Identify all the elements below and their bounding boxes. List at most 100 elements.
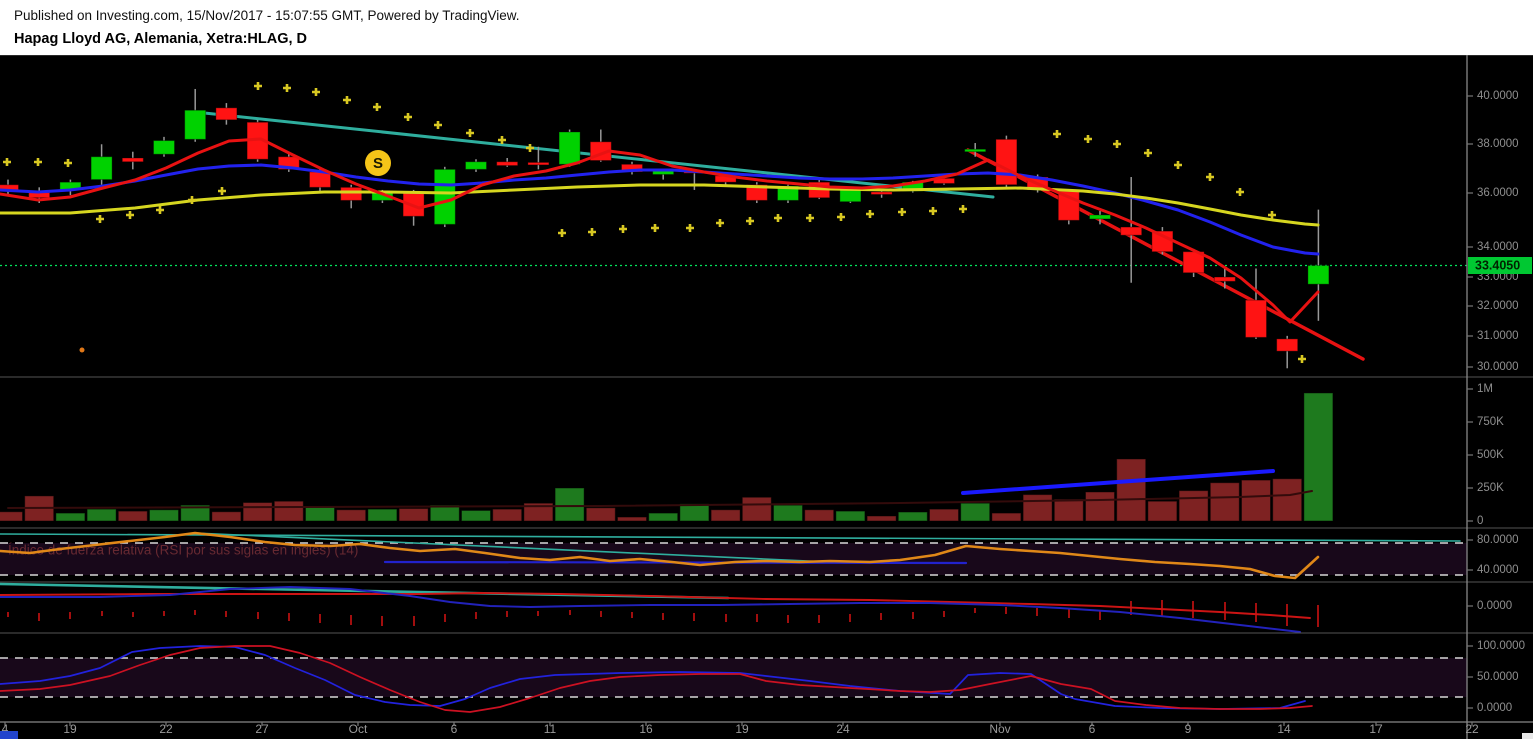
volume-ma-line xyxy=(7,490,1313,509)
volume-bar xyxy=(866,515,897,522)
sar-dot-icon xyxy=(283,84,291,92)
sar-dot-icon xyxy=(929,207,937,215)
rsi-line xyxy=(0,531,1320,580)
candle-body xyxy=(465,161,487,170)
volume-bar xyxy=(149,509,179,522)
stoch-k-line xyxy=(0,645,1306,710)
time-axis-label: Nov xyxy=(989,722,1010,736)
sar-dot-icon xyxy=(1206,173,1214,181)
price-axis-label: 31.0000 xyxy=(1477,330,1519,342)
volume-bar xyxy=(180,504,211,522)
volume-bar xyxy=(1147,500,1178,522)
sar-dot-icon xyxy=(1236,188,1244,196)
sar-dot-icon xyxy=(1144,149,1152,157)
candle-body xyxy=(995,138,1018,186)
candle-body xyxy=(309,171,331,188)
time-axis-label: 27 xyxy=(255,722,269,736)
macd-line xyxy=(0,586,1301,633)
candle-body xyxy=(496,161,519,167)
volume-bar xyxy=(1053,498,1084,522)
candle-body xyxy=(558,131,581,165)
sar-dot-icon xyxy=(686,224,694,232)
published-line: Published on Investing.com, 15/Nov/2017 … xyxy=(14,8,520,23)
sar-dot-icon xyxy=(498,136,506,144)
stoch-axis-label: 0.0000 xyxy=(1477,702,1512,714)
volume-trendline-blue xyxy=(961,469,1275,495)
sar-dot-icon xyxy=(218,187,226,195)
sar-dot-icon xyxy=(188,196,196,204)
sell-signal-marker[interactable] xyxy=(365,150,391,176)
volume-bar xyxy=(461,509,491,522)
volume-bar xyxy=(679,503,710,522)
sar-dot-icon xyxy=(373,103,381,111)
volume-bar xyxy=(804,509,835,522)
stoch-band xyxy=(0,658,1467,697)
volume-bar xyxy=(398,507,429,522)
volume-bar xyxy=(492,508,523,522)
volume-axis-label: 1M xyxy=(1477,383,1493,395)
rsi-axis-label: 80.0000 xyxy=(1477,534,1519,546)
volume-bar xyxy=(1272,478,1303,522)
sar-dot-icon xyxy=(1268,211,1276,219)
sar-dot-icon xyxy=(126,211,134,219)
last-price-tag xyxy=(1468,257,1532,274)
time-axis-label: 17 xyxy=(1369,722,1383,736)
volume-bar xyxy=(429,504,460,522)
rsi-watermark-label: Índice de fuerza relativa (RSI por sus s… xyxy=(8,543,358,558)
ma-red-line xyxy=(0,137,1320,324)
sar-dot-icon xyxy=(64,159,72,167)
sar-dot-icon xyxy=(96,215,104,223)
time-axis-label: 4 xyxy=(2,722,9,736)
volume-bar xyxy=(305,506,335,522)
sar-dot-icon xyxy=(746,217,754,225)
time-axis-label: 22 xyxy=(159,722,173,736)
volume-bar xyxy=(1116,458,1147,522)
sar-dot-icon xyxy=(312,88,320,96)
price-axis-label: 34.0000 xyxy=(1477,241,1519,253)
sar-dot-icon xyxy=(898,208,906,216)
sar-dot-icon xyxy=(466,129,474,137)
price-axis-label: 38.0000 xyxy=(1477,138,1519,150)
macd-axis-label: 0.0000 xyxy=(1477,600,1512,612)
sar-dot-icon xyxy=(1084,135,1092,143)
chart-header: Published on Investing.com, 15/Nov/2017 … xyxy=(0,0,1533,55)
time-axis-label: 19 xyxy=(63,722,77,736)
scrollbar-fragment-left[interactable] xyxy=(0,731,18,739)
scrollbar-fragment-right[interactable] xyxy=(1522,733,1533,739)
volume-bar xyxy=(0,511,23,522)
time-axis-label: 14 xyxy=(1277,722,1291,736)
volume-bar xyxy=(55,512,86,522)
sar-dot-icon xyxy=(434,121,442,129)
sar-dot-icon xyxy=(3,158,11,166)
sar-dot-icon xyxy=(588,228,596,236)
price-axis-label: 40.0000 xyxy=(1477,90,1519,102)
volume-bar xyxy=(1178,490,1209,522)
last-price-tag-label: 33.4050 xyxy=(1475,258,1520,272)
sar-dot-icon xyxy=(837,213,845,221)
stoch-axis-label: 100.0000 xyxy=(1477,640,1525,652)
sar-dot-icon xyxy=(774,214,782,222)
sar-dot-icon xyxy=(254,82,262,90)
sar-dot-icon xyxy=(1174,161,1182,169)
stoch-d-line xyxy=(0,645,1313,713)
volume-bar xyxy=(741,496,772,522)
candle-body xyxy=(1276,338,1299,352)
volume-bar xyxy=(1303,392,1334,522)
time-axis-label: 16 xyxy=(639,722,653,736)
price-axis-label: 30.0000 xyxy=(1477,361,1519,373)
candle-body xyxy=(1245,299,1267,338)
ma-yellow-line xyxy=(0,183,1320,227)
candle-body xyxy=(777,185,799,201)
price-axis-label: 32.0000 xyxy=(1477,300,1519,312)
candle-body xyxy=(153,140,175,155)
sar-dot-icon xyxy=(404,113,412,121)
volume-bar xyxy=(367,508,398,522)
sar-dot-icon xyxy=(1113,140,1121,148)
candle-body xyxy=(1213,276,1236,282)
candle-body xyxy=(121,157,144,163)
volume-bar xyxy=(86,508,117,522)
sar-dot-icon xyxy=(619,225,627,233)
